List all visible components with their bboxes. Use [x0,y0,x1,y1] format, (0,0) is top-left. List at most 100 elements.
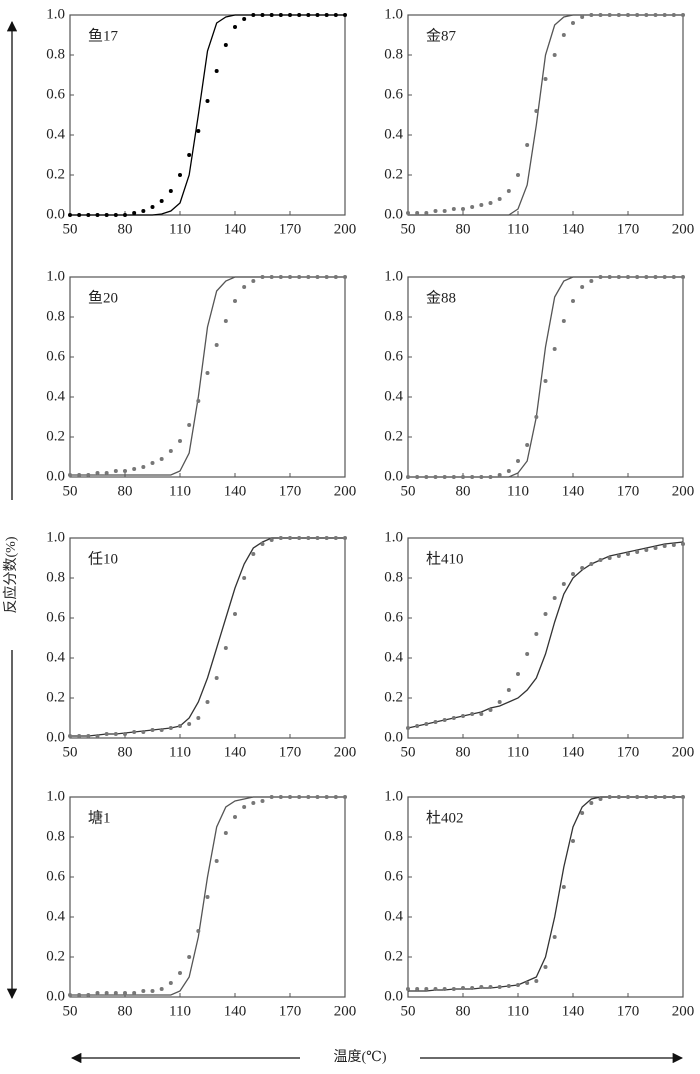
x-tick-label: 110 [169,221,191,237]
data-point [214,859,219,863]
y-tick-label: 0.6 [46,348,65,364]
data-point [681,13,685,17]
data-point [95,213,100,217]
data-point [635,550,640,554]
data-point [324,795,329,799]
data-point [653,546,658,550]
x-tick-label: 200 [334,221,357,237]
data-point [451,475,456,479]
data-point [77,213,82,217]
data-point [343,13,347,17]
data-point [534,979,539,983]
data-point [626,795,630,799]
data-point [132,211,137,215]
data-point [77,734,82,738]
y-tick-label: 0.6 [46,868,65,884]
panel-title: 塘1 [88,809,111,826]
data-point [233,612,237,616]
data-point [681,275,685,279]
y-tick-label: 0.4 [46,908,65,924]
data-point [324,536,329,540]
data-point [571,572,575,576]
data-point [251,279,256,283]
panel-title: 鱼20 [88,288,118,306]
data-point [506,469,511,473]
x-tick-label: 170 [279,221,302,237]
y-tick-label: 1.0 [46,529,65,545]
panel: 0.0 0.2 0.4 0.6 0.8 1.0 50 80 110 140 170 200 杜402 [384,788,694,1019]
panel: 0.0 0.2 0.4 0.6 0.8 1.0 50 80 110 140 170 200 金88 [384,268,694,499]
data-point [415,987,420,991]
data-point [580,15,585,19]
x-tick-label: 140 [224,744,247,760]
data-point [306,536,311,540]
data-point [269,795,274,799]
data-point [86,993,91,997]
data-point [251,801,256,805]
plot-frame [69,537,346,739]
plot-frame [407,276,684,478]
x-tick-label: 80 [456,221,471,237]
x-axis-label: 温度(℃) [334,1049,387,1065]
plot-frame [69,276,346,478]
data-point [315,536,320,540]
data-point [278,275,283,279]
data-point [68,993,72,997]
data-point [406,475,410,479]
data-point [297,536,302,540]
data-point [424,987,429,991]
data-point [104,471,109,475]
data-point [214,676,219,680]
data-point [653,13,658,17]
data-point [306,275,311,279]
model-curve [70,14,345,216]
data-point [671,795,676,799]
data-point [178,439,182,443]
data-point [86,473,91,477]
y-tick-label: 0.4 [46,388,65,404]
y-tick-label: 0.2 [46,166,65,182]
data-point [516,672,520,676]
data-point [589,562,594,566]
y-tick-label: 0.4 [384,126,403,142]
data-point [552,935,557,939]
data-point [552,596,557,600]
data-point [580,285,585,289]
x-tick-label: 200 [672,744,695,760]
data-point [178,173,182,177]
y-tick-label: 0.6 [384,609,403,625]
x-tick-label: 200 [672,483,695,499]
data-point [333,795,338,799]
data-point [607,795,612,799]
x-tick-label: 50 [401,221,416,237]
data-point [297,275,302,279]
data-point [543,379,548,383]
data-point [506,688,511,692]
data-point [461,207,465,211]
data-point [260,13,265,17]
data-point [132,467,137,471]
data-point [223,831,228,835]
data-point [470,205,475,209]
data-point [113,469,118,473]
data-point [333,275,338,279]
data-point [223,319,228,323]
data-point [95,471,100,475]
data-point [644,548,649,552]
y-tick-label: 0.2 [46,428,65,444]
data-point [571,21,575,25]
data-point [406,726,410,730]
y-tick-label: 0.8 [46,569,65,585]
plot-frame [69,796,346,998]
panel-title: 鱼17 [88,26,119,44]
x-tick-label: 140 [562,744,585,760]
y-tick-label: 0.4 [46,126,65,142]
x-tick-label: 80 [456,744,471,760]
data-point [534,109,539,113]
data-point [196,399,201,403]
data-point [415,475,420,479]
y-tick-label: 0.0 [46,468,65,484]
model-curve [408,14,683,216]
data-point [451,207,456,211]
